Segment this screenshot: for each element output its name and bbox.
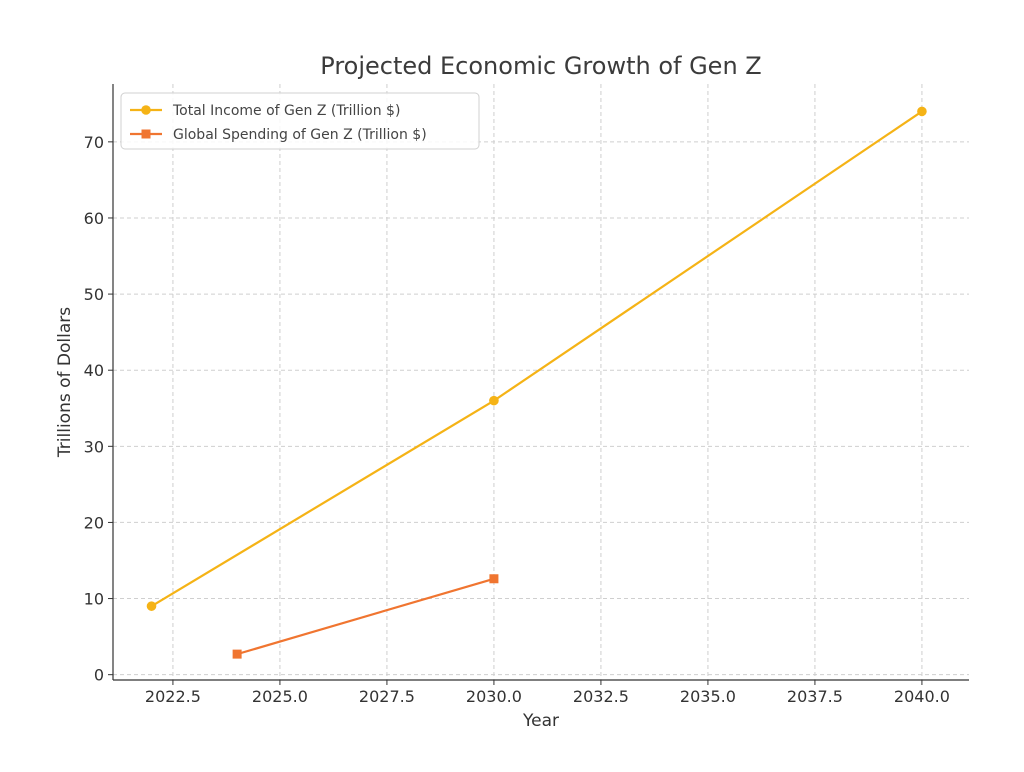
x-axis-label: Year: [522, 711, 559, 731]
y-tick-label: 70: [84, 133, 104, 152]
x-tick-label: 2022.5: [145, 687, 201, 706]
data-point-circle: [146, 601, 157, 611]
x-tick-label: 2032.5: [573, 687, 629, 706]
y-tick-label: 0: [94, 666, 104, 685]
x-tick-label: 2037.5: [787, 687, 843, 706]
y-tick-label: 30: [84, 437, 104, 456]
data-point-circle: [489, 395, 499, 406]
legend: Total Income of Gen Z (Trillion $) Global…: [120, 92, 480, 150]
y-tick-label: 10: [84, 590, 104, 609]
legend-swatch-circle: [141, 105, 151, 115]
y-tick-label: 50: [84, 285, 104, 304]
axes: 2022.5 2025.0 2027.5 2030.0 2032.5 2035.0 2037…: [84, 84, 969, 706]
y-tick-label: 40: [84, 361, 104, 380]
chart-title: Projected Economic Growth of Gen Z: [320, 52, 761, 80]
series-line-2: [236, 577, 495, 656]
x-tick-label: 2027.5: [359, 687, 415, 706]
legend-entry-label: Total Income of Gen Z (Trillion $): [172, 103, 400, 119]
y-axis-label: Trillions of Dollars: [55, 307, 75, 458]
x-tick-label: 2025.0: [252, 687, 308, 706]
x-tick-label: 2040.0: [894, 687, 950, 706]
series-layer: [146, 106, 927, 659]
legend-entry-label: Global Spending of Gen Z (Trillion $): [173, 127, 427, 143]
y-tick-label: 20: [84, 513, 104, 532]
grid: [113, 84, 969, 680]
data-point-square: [232, 649, 242, 659]
series-line-1: [150, 110, 923, 608]
data-point-circle: [917, 106, 927, 117]
x-tick-label: 2030.0: [466, 687, 522, 706]
data-point-square: [489, 574, 499, 584]
x-tick-label: 2035.0: [680, 687, 736, 706]
legend-swatch-square: [141, 129, 151, 139]
legend-box: [120, 92, 480, 150]
y-tick-label: 60: [84, 209, 104, 228]
